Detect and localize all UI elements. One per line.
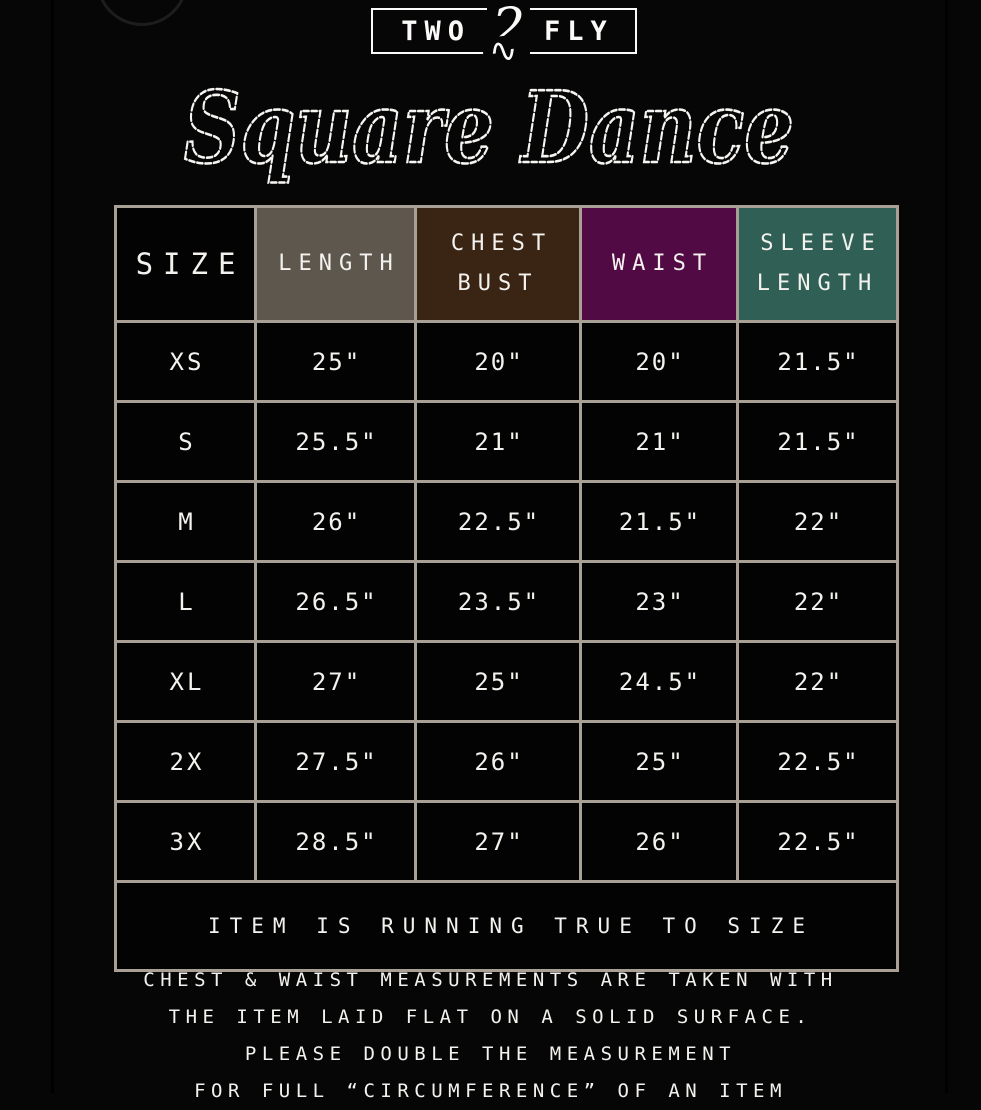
size-cell: L (114, 560, 257, 643)
length-cell: 28.5" (254, 800, 417, 883)
table-row-xs: XS 25" 20" 20" 21.5" (114, 320, 899, 403)
chest-bust-cell: 23.5" (414, 560, 582, 643)
column-header-waist: WAIST (579, 205, 739, 323)
brand-numeral: 2 ∿ (481, 2, 531, 72)
table-row-s: S 25.5" 21" 21" 21.5" (114, 400, 899, 483)
sleeve-length-cell: 22" (736, 480, 899, 563)
table-row-m: M 26" 22.5" 21.5" 22" (114, 480, 899, 563)
waist-cell: 23" (579, 560, 739, 643)
left-edge-seam (51, 0, 54, 1093)
size-cell: XL (114, 640, 257, 723)
length-cell: 27" (254, 640, 417, 723)
measurement-note-line: THE ITEM LAID FLAT ON A SOLID SURFACE. (168, 1006, 813, 1028)
brand-word-fly: FLY (544, 15, 614, 47)
table-row-3x: 3X 28.5" 27" 26" 22.5" (114, 800, 899, 883)
waist-cell: 21" (579, 400, 739, 483)
sleeve-length-cell: 22" (736, 560, 899, 643)
table-footer-row: ITEM IS RUNNING TRUE TO SIZE (114, 880, 899, 972)
measurement-note-line: FOR FULL “CIRCUMFERENCE” OF AN ITEM (194, 1080, 787, 1102)
product-title: Square Dance (183, 72, 796, 187)
measurement-note: CHEST & WAIST MEASUREMENTS ARE TAKEN WIT… (0, 962, 981, 1110)
sleeve-length-cell: 22" (736, 640, 899, 723)
length-cell: 25" (254, 320, 417, 403)
size-chart-table: SIZE LENGTH CHEST BUST WAIST SLEEVE LENG… (114, 205, 899, 972)
waist-cell: 20" (579, 320, 739, 403)
length-cell: 26.5" (254, 560, 417, 643)
sleeve-length-cell: 21.5" (736, 400, 899, 483)
waist-cell: 26" (579, 800, 739, 883)
chest-bust-cell: 25" (414, 640, 582, 723)
measurement-note-line: PLEASE DOUBLE THE MEASUREMENT (244, 1043, 737, 1065)
brand-word-two: TWO (401, 15, 471, 47)
brand-flourish-icon: ∿ (481, 30, 525, 72)
column-header-sleeve-length: SLEEVE LENGTH (736, 205, 899, 323)
right-edge-seam (945, 0, 948, 1093)
size-cell: M (114, 480, 257, 563)
size-cell: S (114, 400, 257, 483)
waist-cell: 25" (579, 720, 739, 803)
length-cell: 27.5" (254, 720, 417, 803)
column-header-chest-bust: CHEST BUST (414, 205, 582, 323)
table-row-xl: XL 27" 25" 24.5" 22" (114, 640, 899, 723)
waist-cell: 21.5" (579, 480, 739, 563)
brand-logo: TWO 2 ∿ FLY (371, 2, 637, 72)
fit-note: ITEM IS RUNNING TRUE TO SIZE (114, 880, 899, 972)
chest-bust-cell: 26" (414, 720, 582, 803)
decorative-circle (96, 0, 188, 26)
header-row: SIZE LENGTH CHEST BUST WAIST SLEEVE LENG… (114, 205, 899, 323)
waist-cell: 24.5" (579, 640, 739, 723)
size-cell: 2X (114, 720, 257, 803)
chest-bust-cell: 20" (414, 320, 582, 403)
size-cell: XS (114, 320, 257, 403)
column-header-length: LENGTH (254, 205, 417, 323)
chest-bust-cell: 21" (414, 400, 582, 483)
measurement-note-line: CHEST & WAIST MEASUREMENTS ARE TAKEN WIT… (143, 969, 838, 991)
sleeve-length-cell: 22.5" (736, 800, 899, 883)
chest-bust-cell: 22.5" (414, 480, 582, 563)
sleeve-length-cell: 21.5" (736, 320, 899, 403)
table-row-2x: 2X 27.5" 26" 25" 22.5" (114, 720, 899, 803)
size-cell: 3X (114, 800, 257, 883)
column-header-size: SIZE (114, 205, 257, 323)
sleeve-length-cell: 22.5" (736, 720, 899, 803)
length-cell: 26" (254, 480, 417, 563)
table-row-l: L 26.5" 23.5" 23" 22" (114, 560, 899, 643)
length-cell: 25.5" (254, 400, 417, 483)
product-title-text: Square Dance (184, 72, 794, 186)
chest-bust-cell: 27" (414, 800, 582, 883)
